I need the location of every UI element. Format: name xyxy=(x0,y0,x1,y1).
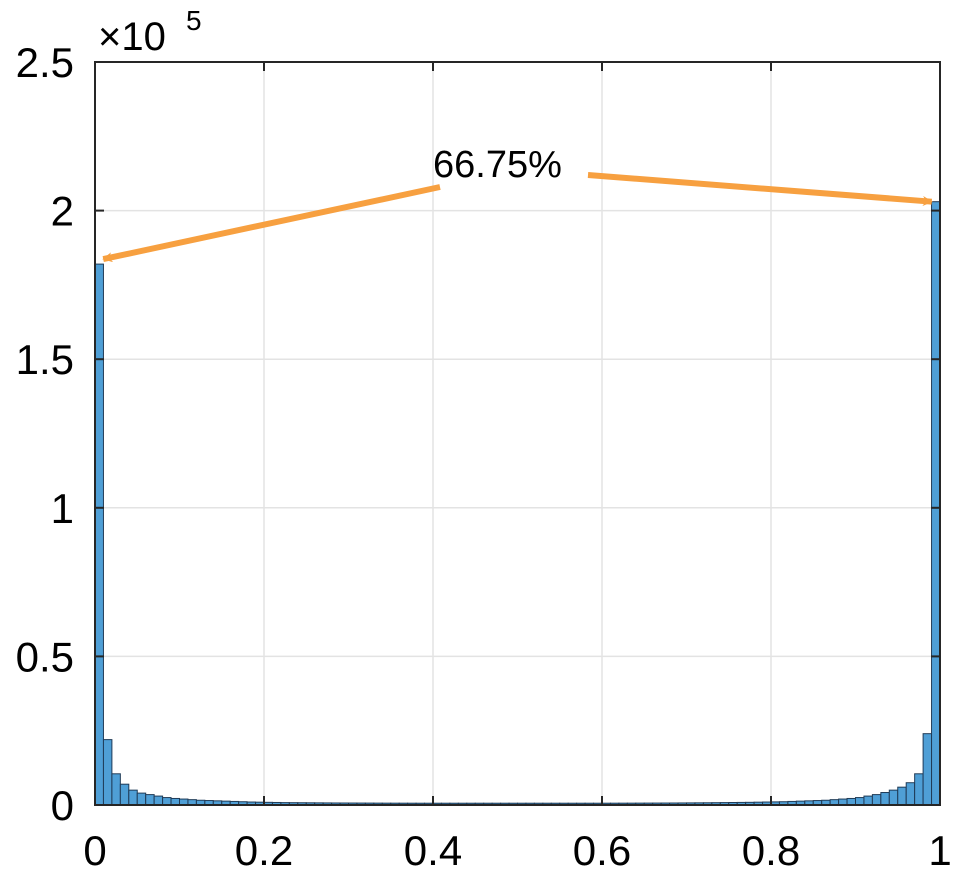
histogram-bar xyxy=(905,782,916,806)
annotation-label: 66.75% xyxy=(433,144,562,186)
y-axis-exponent-power: 5 xyxy=(186,5,202,36)
histogram-bars xyxy=(94,201,941,806)
axis-ticks xyxy=(94,61,941,806)
histogram-bar xyxy=(153,795,164,806)
x-tick-label: 0 xyxy=(83,827,106,874)
x-tick-label: 0.2 xyxy=(235,827,293,874)
histogram-bar xyxy=(94,263,104,806)
histogram-bar xyxy=(914,773,924,806)
y-tick-label: 2 xyxy=(51,188,74,235)
histogram-bar xyxy=(871,794,882,806)
histogram-bar xyxy=(863,795,873,806)
x-tick-label: 0.4 xyxy=(404,827,462,874)
histogram-bar xyxy=(136,792,147,806)
histogram-bar xyxy=(119,783,130,806)
y-tick-label: 0 xyxy=(51,782,74,829)
histogram-bar xyxy=(145,794,155,806)
y-axis-exponent: ×10 5 xyxy=(98,5,202,59)
histogram-bar xyxy=(888,789,899,806)
x-axis-tick-labels: 0 0.2 0.4 0.6 0.8 1 xyxy=(83,827,951,874)
histogram-bar xyxy=(102,739,113,806)
histogram-bar xyxy=(931,201,941,806)
histogram-bar xyxy=(162,797,172,806)
y-tick-label: 1 xyxy=(51,485,74,532)
y-axis-exponent-base: ×10 xyxy=(98,15,166,59)
histogram-bar xyxy=(128,789,138,806)
y-axis-tick-labels: 0 0.5 1 1.5 2 2.5 xyxy=(16,39,74,829)
histogram-bar xyxy=(111,773,121,806)
histogram-bar xyxy=(897,786,907,806)
y-tick-label: 2.5 xyxy=(16,39,74,86)
histogram-bar xyxy=(922,733,933,806)
annotation-arrow-left xyxy=(102,184,441,263)
plot-frame xyxy=(94,61,941,806)
x-tick-label: 0.6 xyxy=(573,827,631,874)
y-tick-label: 0.5 xyxy=(16,633,74,680)
annotation: 66.75% xyxy=(102,144,933,263)
histogram-bar xyxy=(880,792,890,806)
y-tick-label: 1.5 xyxy=(16,336,74,383)
histogram-bar xyxy=(855,797,865,806)
x-tick-label: 1 xyxy=(928,827,951,874)
annotation-arrow-right xyxy=(587,172,933,206)
x-tick-label: 0.8 xyxy=(742,827,800,874)
